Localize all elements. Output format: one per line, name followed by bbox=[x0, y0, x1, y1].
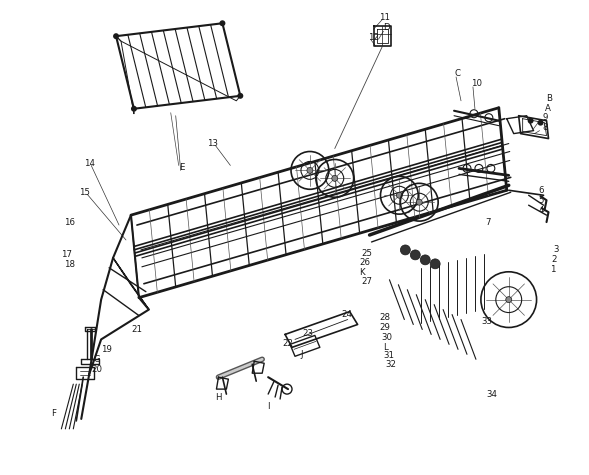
Circle shape bbox=[538, 120, 544, 126]
Text: D: D bbox=[383, 23, 390, 32]
Text: 22: 22 bbox=[282, 339, 293, 348]
Text: 19: 19 bbox=[101, 345, 112, 354]
Text: 7: 7 bbox=[485, 218, 491, 227]
Text: B: B bbox=[547, 95, 552, 104]
Text: 16: 16 bbox=[64, 218, 75, 227]
Text: 24: 24 bbox=[342, 310, 353, 319]
Text: 30: 30 bbox=[382, 333, 392, 342]
Text: 6: 6 bbox=[538, 186, 544, 195]
Circle shape bbox=[506, 297, 512, 303]
Circle shape bbox=[220, 20, 226, 26]
Circle shape bbox=[411, 250, 421, 260]
Text: 31: 31 bbox=[383, 351, 395, 360]
Text: 3: 3 bbox=[554, 246, 559, 255]
Circle shape bbox=[430, 259, 440, 269]
Text: C: C bbox=[454, 69, 460, 78]
Text: 11: 11 bbox=[379, 13, 391, 22]
Text: L: L bbox=[383, 343, 388, 352]
Text: 21: 21 bbox=[131, 325, 142, 334]
Text: 9: 9 bbox=[542, 113, 548, 122]
Text: 17: 17 bbox=[61, 250, 72, 259]
Text: 13: 13 bbox=[207, 139, 219, 148]
Circle shape bbox=[528, 118, 534, 124]
Text: 15: 15 bbox=[80, 188, 90, 197]
Text: 25: 25 bbox=[362, 249, 373, 258]
Text: 10: 10 bbox=[471, 79, 482, 88]
Circle shape bbox=[113, 33, 119, 39]
Text: 8: 8 bbox=[542, 123, 548, 132]
Text: 14: 14 bbox=[84, 159, 95, 168]
Circle shape bbox=[131, 106, 137, 112]
Circle shape bbox=[332, 175, 337, 181]
Text: 23: 23 bbox=[302, 329, 313, 338]
Text: 1: 1 bbox=[551, 266, 556, 274]
Text: 12: 12 bbox=[368, 33, 379, 42]
Circle shape bbox=[396, 192, 402, 198]
Text: 27: 27 bbox=[362, 277, 373, 286]
Circle shape bbox=[421, 255, 430, 265]
Text: 4: 4 bbox=[538, 206, 544, 215]
Text: 34: 34 bbox=[487, 390, 498, 399]
Text: 2: 2 bbox=[551, 256, 557, 265]
Text: 32: 32 bbox=[385, 360, 396, 369]
Text: 5: 5 bbox=[538, 196, 544, 205]
Text: A: A bbox=[544, 104, 550, 113]
Text: 29: 29 bbox=[379, 323, 391, 332]
Text: 26: 26 bbox=[360, 258, 370, 267]
Circle shape bbox=[401, 245, 411, 255]
Circle shape bbox=[237, 93, 243, 99]
Text: 28: 28 bbox=[379, 313, 391, 322]
Text: 33: 33 bbox=[481, 317, 492, 326]
Circle shape bbox=[416, 199, 422, 205]
Text: E: E bbox=[178, 163, 184, 172]
Text: 18: 18 bbox=[64, 260, 75, 269]
Text: K: K bbox=[360, 268, 365, 277]
Text: F: F bbox=[51, 409, 57, 418]
Text: I: I bbox=[267, 401, 270, 410]
Circle shape bbox=[307, 167, 313, 173]
Text: G: G bbox=[93, 355, 100, 364]
Text: J: J bbox=[300, 350, 303, 359]
Text: H: H bbox=[216, 392, 222, 401]
Text: 20: 20 bbox=[91, 365, 102, 374]
